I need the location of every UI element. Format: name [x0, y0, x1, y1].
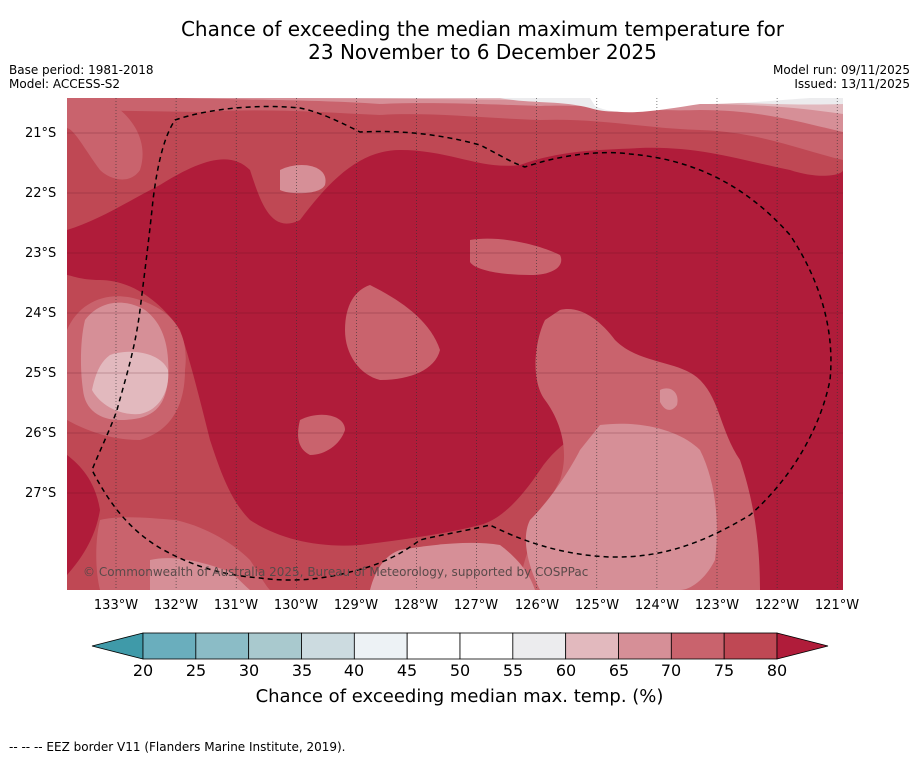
- region-above-80-west: [67, 455, 100, 575]
- lat-label: 25°S: [25, 366, 57, 381]
- eez-footnote: -- -- -- EEZ border V11 (Flanders Marine…: [9, 740, 346, 754]
- colorbar-label: Chance of exceeding median max. temp. (%…: [255, 686, 664, 707]
- colorbar-segment: [618, 632, 672, 660]
- region-65-70-south: [525, 423, 717, 590]
- title-line-2: 23 November to 6 December 2025: [308, 40, 657, 64]
- colorbar-tick: 65: [608, 661, 630, 680]
- model-name: Model: ACCESS-S2: [9, 77, 121, 91]
- colorbar-segment: [670, 632, 725, 660]
- issued-date: Issued: 13/11/2025: [794, 77, 910, 91]
- meta-left: Base period: 1981-2018 Model: ACCESS-S2: [9, 63, 154, 91]
- lon-label: 128°W: [393, 598, 439, 613]
- colorbar-low-extend: [91, 632, 144, 660]
- region-65-70-south-central: [370, 542, 535, 590]
- lat-label: 21°S: [25, 126, 57, 141]
- graticule: [67, 98, 843, 590]
- lat-label: 24°S: [25, 306, 57, 321]
- base-period: Base period: 1981-2018: [9, 63, 154, 77]
- lat-label: 23°S: [25, 246, 57, 261]
- title-line-1: Chance of exceeding the median maximum t…: [180, 17, 785, 41]
- colorbar-segment: [512, 632, 567, 660]
- lon-label: 122°W: [754, 598, 800, 613]
- colorbar-segment: [353, 632, 408, 660]
- lon-label: 129°W: [333, 598, 379, 613]
- region-70-75-north: [67, 98, 843, 160]
- region-60-65-west: [92, 351, 169, 415]
- region-above-80: [67, 147, 843, 590]
- lon-label: 124°W: [634, 598, 680, 613]
- colorbar-tick: 20: [132, 661, 154, 680]
- region-65-70-small: [280, 165, 326, 194]
- colorbar-tick: 55: [502, 661, 524, 680]
- colorbar-tick: 70: [660, 661, 682, 680]
- colorbar-tick: 80: [766, 661, 788, 680]
- lon-label: 133°W: [93, 598, 139, 613]
- colorbar-segment: [301, 632, 355, 660]
- colorbar-segment: [565, 632, 619, 660]
- region-65-70-southwest: [150, 558, 250, 590]
- colorbar-segment: [248, 632, 302, 660]
- lon-label: 130°W: [273, 598, 319, 613]
- colorbar-segment: [142, 632, 197, 660]
- model-run: Model run: 09/11/2025: [772, 63, 910, 77]
- colorbar-tick: 45: [396, 661, 418, 680]
- lat-label: 26°S: [25, 426, 57, 441]
- chart-title: Chance of exceeding the median maximum t…: [0, 18, 919, 64]
- lon-label: 121°W: [814, 598, 860, 613]
- lon-label: 132°W: [153, 598, 199, 613]
- colorbar-tick: 35: [291, 661, 313, 680]
- colorbar-segment: [723, 632, 778, 660]
- lon-label: 126°W: [514, 598, 560, 613]
- region-70-75-small-west: [298, 414, 345, 455]
- colorbar-tick: 50: [449, 661, 471, 680]
- colorbar-tick: 40: [343, 661, 365, 680]
- region-70-75-central-north: [470, 238, 562, 275]
- colorbar-high-extend: [776, 632, 829, 660]
- lon-label: 127°W: [453, 598, 499, 613]
- lon-label: 131°W: [213, 598, 259, 613]
- region-65-70-small-east: [660, 388, 678, 410]
- colorbar-tick: 60: [555, 661, 577, 680]
- colorbar-tick: 25: [185, 661, 207, 680]
- colorbar-tick: 75: [713, 661, 735, 680]
- meta-right: Model run: 09/11/2025 Issued: 13/11/2025: [773, 63, 910, 91]
- colorbar-segment: [459, 632, 514, 660]
- colorbar-segment: [195, 632, 250, 660]
- lon-label: 125°W: [574, 598, 620, 613]
- colorbar-segments: [142, 632, 778, 660]
- lat-label: 22°S: [25, 186, 57, 201]
- colorbar-segment: [406, 632, 461, 660]
- region-70-75-nw: [67, 98, 143, 180]
- colorbar-tick: 30: [238, 661, 260, 680]
- eez-border-outline: [91, 105, 832, 581]
- region-50-55-north: [590, 98, 810, 113]
- lon-label: 123°W: [694, 598, 740, 613]
- colorbar: [91, 632, 829, 660]
- copyright-notice: © Commonwealth of Australia 2025, Bureau…: [83, 565, 589, 579]
- map-plot-area: [67, 98, 843, 590]
- lat-label: 27°S: [25, 486, 57, 501]
